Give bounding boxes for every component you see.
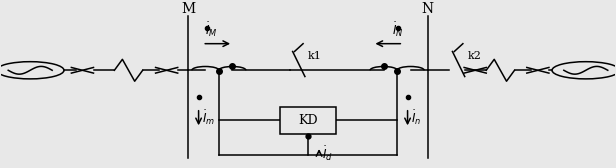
Text: $\dot{I}_n$: $\dot{I}_n$ xyxy=(411,109,421,127)
Text: KD: KD xyxy=(298,114,318,127)
Text: $\dot{I}_M$: $\dot{I}_M$ xyxy=(205,20,218,39)
Text: N: N xyxy=(422,2,434,15)
Text: $\dot{I}_d$: $\dot{I}_d$ xyxy=(322,145,333,163)
Text: k1: k1 xyxy=(308,51,322,61)
Bar xyxy=(280,107,336,134)
Text: $\dot{I}_m$: $\dot{I}_m$ xyxy=(202,109,216,127)
Text: $\dot{I}_N$: $\dot{I}_N$ xyxy=(392,20,403,39)
Text: M: M xyxy=(181,2,195,15)
Text: k2: k2 xyxy=(468,51,482,61)
